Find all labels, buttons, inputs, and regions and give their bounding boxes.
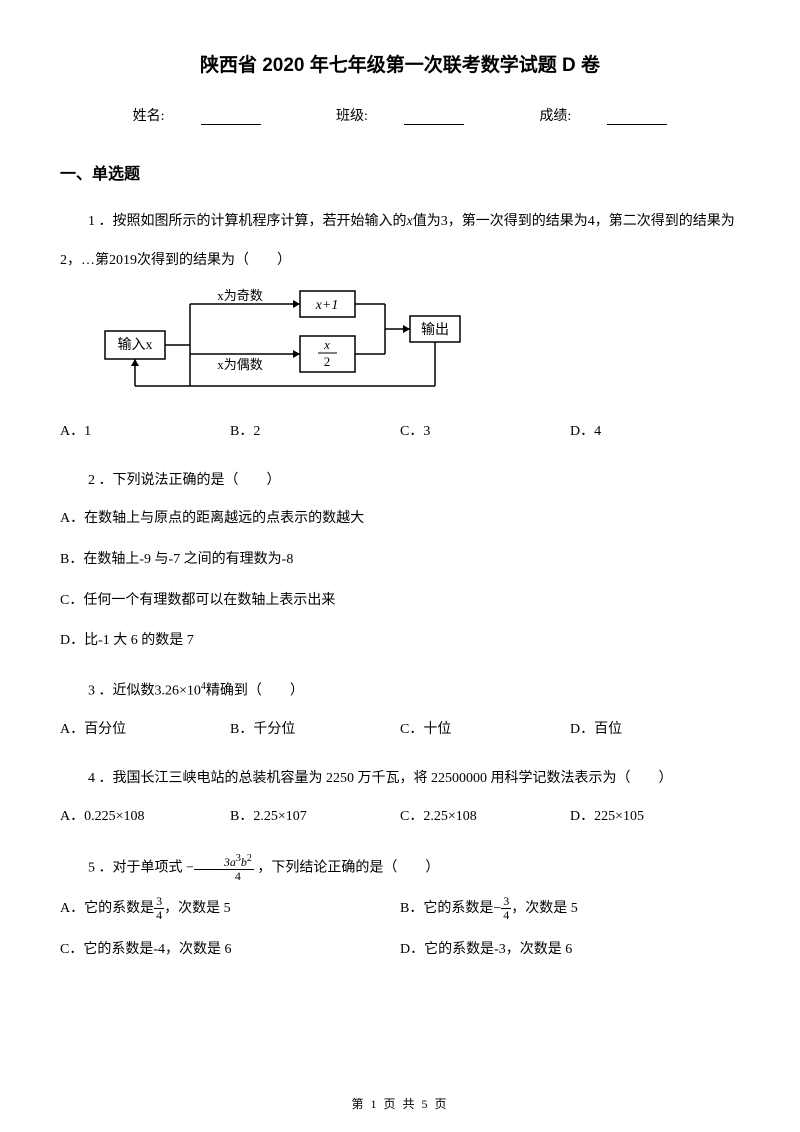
q1-line2b: 次得到的结果为（ ） — [137, 253, 291, 268]
q1-opt-a: A． — [60, 424, 84, 439]
question-3: 3 ．近似数3.26×104精确到（ ） A．百分位 B．千分位 C．十位 D．… — [60, 677, 740, 744]
q4-opt-c: C．2.25×108 — [400, 804, 570, 831]
name-label: 姓名: — [133, 109, 165, 124]
diagram-even: x为偶数 — [217, 357, 263, 372]
q5-a-pre: A．它的系数是 — [60, 901, 154, 916]
q2-opt-a: A．在数轴上与原点的距离越远的点表示的数越大 — [60, 506, 740, 533]
q3-opt-d: D．百位 — [570, 717, 740, 744]
q5-text-b: ，下列结论正确的是（ ） — [257, 860, 439, 875]
q1-line2a: ，…第 — [67, 253, 109, 268]
q1-opt-bv: 2 — [253, 424, 260, 439]
info-row: 姓名: 班级: 成绩: — [60, 105, 740, 125]
q2-opt-c: C．任何一个有理数都可以在数轴上表示出来 — [60, 588, 740, 615]
q5-text-a: 5 ．对于单项式 — [88, 860, 183, 875]
q5-b-den: 4 — [501, 909, 511, 922]
q4-opt-a: A．0.225×108 — [60, 804, 230, 831]
q1-v2019: 2019 — [109, 253, 137, 268]
q5-b-pre: B．它的系数是 — [400, 901, 493, 916]
q1-opt-b: B． — [230, 424, 253, 439]
q5-opt-c: C．它的系数是-4，次数是 6 — [60, 937, 400, 964]
q1-text-d: ，第二次得到的结果为 — [595, 214, 735, 229]
q4-text: 4 ．我国长江三峡电站的总装机容量为 2250 万千瓦，将 22500000 用… — [60, 766, 740, 793]
q3-opt-b: B．千分位 — [230, 717, 400, 744]
q3-val: 3.26×10 — [155, 683, 201, 698]
diagram-output: 输出 — [421, 322, 449, 338]
page-footer: 第 1 页 共 5 页 — [0, 1095, 800, 1112]
q1-v2: 2 — [60, 253, 67, 268]
q3-opt-a: A．百分位 — [60, 717, 230, 744]
diagram-input: 输入x — [118, 337, 153, 353]
question-4: 4 ．我国长江三峡电站的总装机容量为 2250 万千瓦，将 22500000 用… — [60, 766, 740, 831]
q1-opt-d: D． — [570, 424, 594, 439]
section-title: 一、单选题 — [60, 160, 740, 184]
q4-opt-b: B．2.25×107 — [230, 804, 400, 831]
q5-a-post: ，次数是 5 — [164, 901, 231, 916]
question-2: 2 ．下列说法正确的是（ ） A．在数轴上与原点的距离越远的点表示的数越大 B．… — [60, 468, 740, 655]
q1-opt-cv: 3 — [423, 424, 430, 439]
diagram-half-den: 2 — [324, 354, 331, 369]
q5-num: 3a — [224, 855, 236, 869]
score-label: 成绩: — [539, 109, 571, 124]
q5-b-neg: − — [493, 901, 501, 916]
page-title: 陕西省 2020 年七年级第一次联考数学试题 D 卷 — [60, 50, 740, 77]
q4-opt-d: D．225×105 — [570, 804, 740, 831]
q2-opt-d: D．比-1 大 6 的数是 7 — [60, 628, 740, 655]
name-blank — [201, 111, 261, 125]
class-blank — [404, 111, 464, 125]
diagram-odd: x为奇数 — [217, 288, 263, 303]
q5-den: 4 — [194, 870, 254, 883]
q1-opt-dv: 4 — [594, 424, 601, 439]
class-label: 班级: — [336, 109, 368, 124]
q5-b-num: 3 — [501, 895, 511, 909]
q5-opt-d: D．它的系数是-3，次数是 6 — [400, 937, 740, 964]
question-1: 1 ．按照如图所示的计算机程序计算，若开始输入的x值为3，第一次得到的结果为4，… — [60, 209, 740, 446]
question-5: 5 ．对于单项式 −3a3b24 ，下列结论正确的是（ ） A．它的系数是34，… — [60, 853, 740, 963]
q2-text: 2 ．下列说法正确的是（ ） — [60, 468, 740, 495]
flowchart-diagram: 输入x x为奇数 x+1 x为偶数 x 2 — [100, 286, 740, 401]
q5-a-num: 3 — [154, 895, 164, 909]
q1-v3: 3 — [441, 214, 448, 229]
diagram-plus1: x+1 — [315, 298, 339, 313]
score-blank — [607, 111, 667, 125]
q1-opt-av: 1 — [84, 424, 91, 439]
q5-a-den: 4 — [154, 909, 164, 922]
q5-b-post: ，次数是 5 — [511, 901, 578, 916]
q1-opt-c: C． — [400, 424, 423, 439]
q5-exp2: 2 — [247, 853, 252, 864]
q5-neg: − — [186, 860, 194, 875]
q1-v4: 4 — [588, 214, 595, 229]
q3-text-a: 3 ．近似数 — [88, 683, 155, 698]
q3-text-b: 精确到（ ） — [206, 683, 304, 698]
q1-text-c: ，第一次得到的结果为 — [448, 214, 588, 229]
diagram-half-num: x — [323, 337, 330, 352]
q3-opt-c: C．十位 — [400, 717, 570, 744]
q2-opt-b: B．在数轴上-9 与-7 之间的有理数为-8 — [60, 547, 740, 574]
q1-text-b: 值为 — [413, 214, 441, 229]
q1-text-a: 1 ．按照如图所示的计算机程序计算，若开始输入的 — [88, 214, 407, 229]
